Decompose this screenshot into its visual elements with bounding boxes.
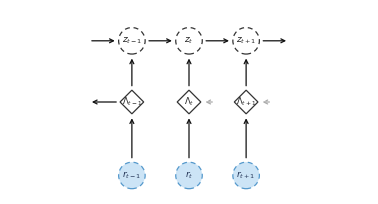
Text: $z_{t+1}$: $z_{t+1}$	[236, 35, 256, 46]
Circle shape	[176, 162, 202, 189]
Text: $\Lambda_t$: $\Lambda_t$	[184, 96, 194, 108]
Circle shape	[233, 162, 259, 189]
Text: $\Lambda_{t+1}$: $\Lambda_{t+1}$	[236, 96, 256, 108]
Text: $z_{t-1}$: $z_{t-1}$	[122, 35, 142, 46]
Text: $r_{t-1}$: $r_{t-1}$	[122, 170, 142, 181]
Text: $r_{t+1}$: $r_{t+1}$	[236, 170, 256, 181]
Circle shape	[119, 162, 145, 189]
Text: $\Lambda_{t-1}$: $\Lambda_{t-1}$	[122, 96, 142, 108]
Text: $r_t$: $r_t$	[185, 170, 193, 181]
Text: $z_t$: $z_t$	[184, 35, 194, 46]
